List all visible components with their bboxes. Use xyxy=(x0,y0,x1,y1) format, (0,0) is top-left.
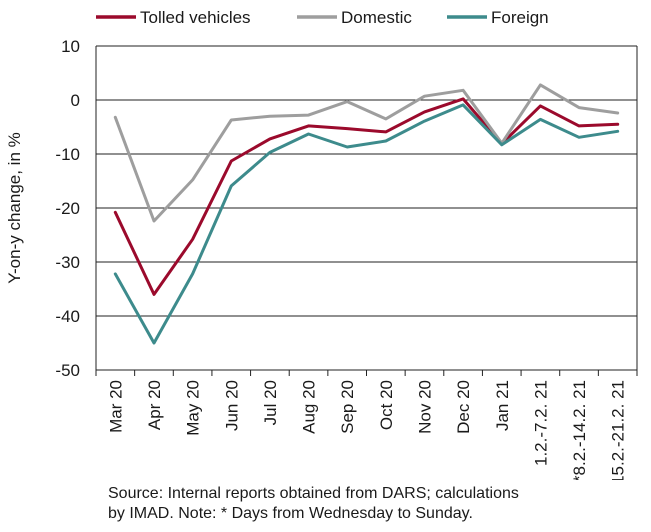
gridlines xyxy=(95,45,638,371)
y-tick-label: -50 xyxy=(55,361,80,380)
x-tick-label: Aug 20 xyxy=(300,380,319,434)
legend-label: Foreign xyxy=(491,8,549,27)
x-tick-label: Sep 20 xyxy=(338,380,357,434)
x-tick-label: Jul 20 xyxy=(261,380,280,425)
x-tick-label: Apr 20 xyxy=(145,380,164,430)
legend-label: Tolled vehicles xyxy=(140,8,251,27)
series-line-tolled-vehicles xyxy=(113,97,620,296)
x-tick-label: Oct 20 xyxy=(377,380,396,430)
y-tick-label: -40 xyxy=(55,307,80,326)
legend: Tolled vehicles Domestic Foreign xyxy=(96,8,549,27)
x-tick-label: Mar 20 xyxy=(106,380,125,433)
legend-label: Domestic xyxy=(341,8,412,27)
y-tick-label: -30 xyxy=(55,253,80,272)
x-tick-label: Nov 20 xyxy=(415,380,434,434)
y-tick-label: -20 xyxy=(55,199,80,218)
series-lines xyxy=(113,83,620,345)
series-line-foreign xyxy=(113,103,620,345)
source-note-line-1: Source: Internal reports obtained from D… xyxy=(108,485,519,502)
y-tick-label: 0 xyxy=(71,91,80,110)
y-tick-label: -10 xyxy=(55,145,80,164)
series-line-domestic xyxy=(113,83,620,223)
y-axis: 10 0 -10 -20 -30 -40 -50 xyxy=(55,37,80,380)
line-chart: Tolled vehicles Domestic Foreign 10 0 -10 -20… xyxy=(5,8,638,480)
x-axis: Mar 20 Apr 20 May 20 Jun 20 Jul 20 Aug 20 Sep … xyxy=(95,370,638,480)
x-tick-label: 1.2.-7.2. 21 xyxy=(531,380,550,466)
x-tick-label: Jan 21 xyxy=(493,380,512,431)
y-axis-title: Y-on-y change, in % xyxy=(5,132,24,284)
x-tick-label: *8.2.-14.2. 21 xyxy=(570,380,589,480)
source-note: Source: Internal reports obtained from D… xyxy=(108,484,628,524)
x-tick-label: 15.2.-21.2. 21 xyxy=(609,380,628,480)
y-tick-label: 10 xyxy=(61,37,80,56)
x-tick-label: Dec 20 xyxy=(454,380,473,434)
source-note-line-2: by IMAD. Note: * Days from Wednesday to … xyxy=(108,505,473,522)
x-tick-label: Jun 20 xyxy=(222,380,241,431)
x-tick-label: May 20 xyxy=(184,380,203,436)
